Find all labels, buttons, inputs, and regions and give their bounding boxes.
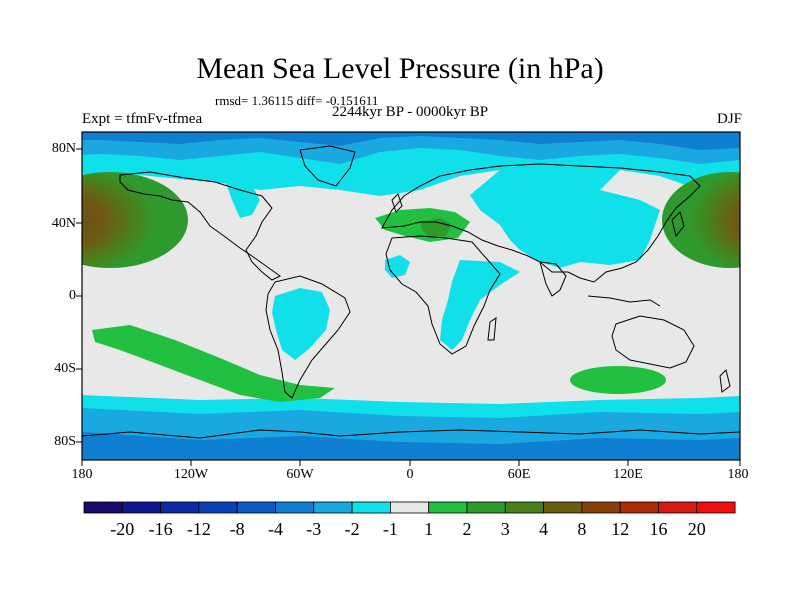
- south-america-cyan-region: [272, 288, 330, 360]
- west-africa-cyan-blob: [385, 255, 410, 278]
- colorbar-swatch: [543, 501, 583, 514]
- coastline-europe-asia: [381, 163, 701, 283]
- coastline-greenland: [299, 145, 356, 187]
- colorbar-label: -2: [344, 519, 360, 539]
- lon-label-180e: 180: [727, 467, 749, 482]
- map-title: Mean Sea Level Pressure (in hPa): [196, 52, 604, 85]
- colorbar-swatch: [275, 501, 315, 514]
- colorbar-swatch: [236, 501, 276, 514]
- map-ticks: [76, 148, 741, 466]
- colorbar: [83, 501, 736, 514]
- atlantic-cyan-tongue: [225, 180, 260, 218]
- colorbar-swatch: [619, 501, 659, 514]
- colorbar-swatch: [121, 501, 162, 514]
- colorbar-swatch: [696, 501, 736, 514]
- colorbar-label: 1: [424, 519, 434, 539]
- africa-cyan-region: [440, 260, 520, 350]
- colorbar-swatch: [658, 501, 698, 514]
- coastline-indonesia: [587, 295, 661, 307]
- pressure-field: [82, 132, 740, 460]
- coastline-north-america: [119, 171, 281, 281]
- colorbar-swatch: [160, 501, 200, 514]
- coastline-antarctica: [82, 429, 740, 439]
- colorbar-label: -8: [229, 519, 245, 539]
- lon-label-180w: 180: [71, 467, 93, 482]
- experiment-label: Expt = tfmFv-tfmea: [82, 111, 203, 127]
- coastline-japan: [671, 211, 685, 238]
- coastline-new-zealand: [719, 369, 731, 393]
- colorbar-label: 3: [500, 519, 510, 539]
- coastline-uk: [391, 193, 403, 213]
- lat-label-40n: 40N: [51, 216, 76, 231]
- antarctic-dark-blue-band: [82, 432, 740, 460]
- colorbar-label: -12: [186, 519, 211, 539]
- colorbar-swatch: [313, 501, 353, 514]
- colorbar-swatch: [466, 501, 506, 514]
- colorbar-swatch: [389, 501, 430, 514]
- north-pacific-high-east: [662, 172, 740, 268]
- coastline-south-america: [265, 275, 351, 399]
- north-pacific-high-west: [82, 172, 188, 268]
- colorbar-label: 16: [649, 519, 668, 539]
- period-label: 2244kyr BP - 0000kyr BP: [331, 104, 489, 120]
- coastline-madagascar: [487, 317, 497, 341]
- lon-label-60e: 60E: [507, 467, 531, 482]
- lat-label-40s: 40S: [54, 361, 76, 376]
- colorbar-swatch: [83, 501, 123, 514]
- coastline-australia: [611, 315, 695, 369]
- lat-label-0: 0: [69, 288, 76, 303]
- colorbar-label: 8: [577, 519, 587, 539]
- coastline-india: [539, 261, 567, 297]
- colorbar-swatch: [581, 501, 621, 514]
- colorbar-label: -1: [382, 519, 398, 539]
- lat-label-80s: 80S: [54, 434, 76, 449]
- colorbar-label: -20: [110, 519, 135, 539]
- mediterranean-dark-green-region: [420, 218, 452, 238]
- colorbar-label: -16: [148, 519, 173, 539]
- lat-label-80n: 80N: [51, 141, 76, 156]
- lon-label-120w: 120W: [173, 467, 209, 482]
- coastlines: [82, 145, 740, 439]
- lon-label-0: 0: [406, 467, 414, 482]
- colorbar-swatch: [504, 501, 544, 514]
- colorbar-label: 12: [611, 519, 630, 539]
- colorbar-label: 4: [539, 519, 549, 539]
- rmsd-diff-stats: rmsd= 1.36115 diff= -0.151611: [215, 93, 379, 108]
- south-pacific-green-region: [92, 325, 335, 402]
- colorbar-label: 2: [462, 519, 472, 539]
- colorbar-label: -4: [268, 519, 283, 539]
- lon-label-120e: 120E: [613, 467, 643, 482]
- arctic-dark-blue-region: [82, 132, 740, 150]
- indian-ocean-green-region: [570, 366, 666, 394]
- colorbar-swatch: [351, 501, 391, 514]
- asia-cyan-region: [470, 170, 660, 268]
- colorbar-swatch: [198, 501, 238, 514]
- colorbar-label: 20: [687, 519, 706, 539]
- colorbar-label: -3: [306, 519, 322, 539]
- lon-label-60w: 60W: [286, 467, 314, 482]
- coastline-africa: [385, 235, 501, 355]
- season-label: DJF: [716, 111, 742, 127]
- colorbar-swatch: [428, 501, 468, 514]
